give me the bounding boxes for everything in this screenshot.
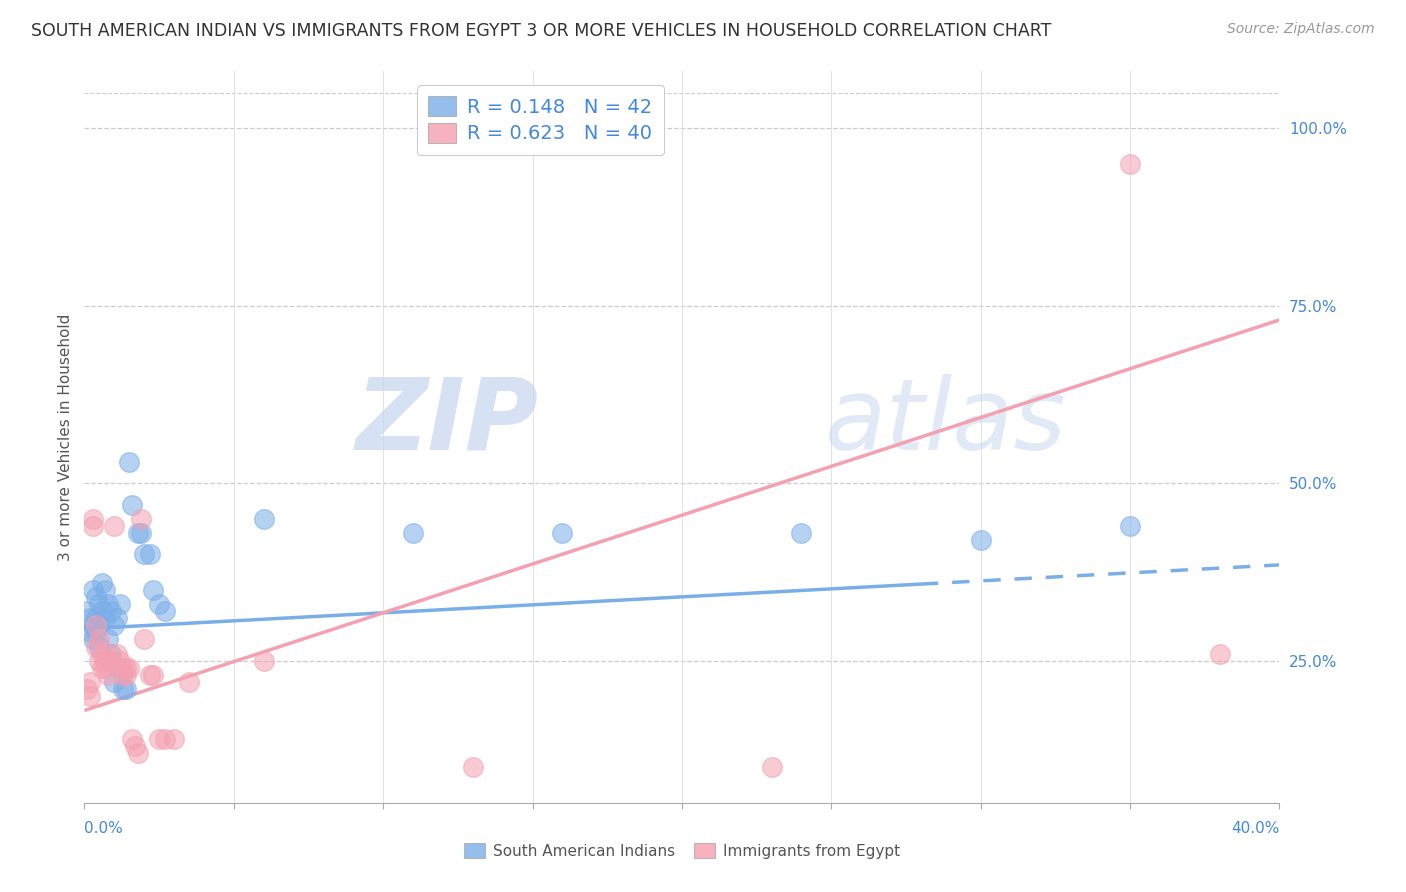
Point bbox=[89, 640, 111, 654]
Text: 40.0%: 40.0% bbox=[1232, 821, 1279, 836]
Point bbox=[97, 632, 120, 647]
Point bbox=[121, 731, 143, 746]
Point bbox=[177, 675, 200, 690]
Point bbox=[89, 654, 111, 668]
Point bbox=[142, 668, 165, 682]
Point bbox=[86, 640, 108, 654]
Point bbox=[82, 618, 104, 632]
Point bbox=[86, 590, 108, 604]
Point bbox=[89, 618, 111, 632]
Point bbox=[97, 597, 120, 611]
Point bbox=[86, 618, 108, 632]
Point bbox=[115, 682, 138, 697]
Point bbox=[97, 668, 120, 682]
Point bbox=[91, 647, 114, 661]
Point bbox=[103, 618, 125, 632]
Point bbox=[402, 525, 425, 540]
Point bbox=[110, 661, 132, 675]
Point bbox=[253, 512, 276, 526]
Point bbox=[139, 547, 162, 561]
Point bbox=[89, 632, 111, 647]
Point bbox=[82, 632, 104, 647]
Point bbox=[100, 604, 122, 618]
Point bbox=[118, 661, 141, 675]
Point bbox=[94, 661, 117, 675]
Point bbox=[112, 668, 135, 682]
Point bbox=[253, 654, 276, 668]
Point bbox=[148, 731, 170, 746]
Point bbox=[82, 582, 104, 597]
Text: SOUTH AMERICAN INDIAN VS IMMIGRANTS FROM EGYPT 3 OR MORE VEHICLES IN HOUSEHOLD C: SOUTH AMERICAN INDIAN VS IMMIGRANTS FROM… bbox=[31, 22, 1052, 40]
Point bbox=[94, 611, 117, 625]
Point bbox=[103, 519, 125, 533]
Point bbox=[79, 690, 101, 704]
Point bbox=[97, 647, 120, 661]
Point bbox=[94, 654, 117, 668]
Point bbox=[129, 525, 152, 540]
Point bbox=[79, 675, 101, 690]
Text: atlas: atlas bbox=[825, 374, 1067, 471]
Point bbox=[82, 512, 104, 526]
Text: 0.0%: 0.0% bbox=[84, 821, 124, 836]
Point bbox=[115, 661, 138, 675]
Point bbox=[129, 512, 152, 526]
Point bbox=[1209, 647, 1232, 661]
Point bbox=[91, 604, 114, 618]
Point bbox=[76, 604, 98, 618]
Point bbox=[79, 625, 101, 640]
Point bbox=[461, 760, 484, 774]
Point bbox=[127, 525, 149, 540]
Point bbox=[132, 547, 156, 561]
Point bbox=[112, 682, 135, 697]
Point bbox=[89, 597, 111, 611]
Point bbox=[112, 661, 135, 675]
Point bbox=[86, 611, 108, 625]
Legend: South American Indians, Immigrants from Egypt: South American Indians, Immigrants from … bbox=[458, 837, 905, 864]
Point bbox=[127, 746, 149, 760]
Point bbox=[100, 647, 122, 661]
Point bbox=[132, 632, 156, 647]
Point bbox=[761, 760, 783, 774]
Point bbox=[790, 525, 813, 540]
Point bbox=[153, 604, 176, 618]
Point bbox=[105, 611, 128, 625]
Point bbox=[105, 647, 128, 661]
Point bbox=[91, 661, 114, 675]
Point bbox=[100, 654, 122, 668]
Point bbox=[110, 654, 132, 668]
Point bbox=[163, 731, 186, 746]
Y-axis label: 3 or more Vehicles in Household: 3 or more Vehicles in Household bbox=[58, 313, 73, 561]
Point bbox=[115, 668, 138, 682]
Point bbox=[121, 498, 143, 512]
Point bbox=[103, 675, 125, 690]
Text: ZIP: ZIP bbox=[356, 374, 538, 471]
Point bbox=[91, 575, 114, 590]
Point bbox=[82, 519, 104, 533]
Point bbox=[1119, 519, 1142, 533]
Point bbox=[94, 582, 117, 597]
Point bbox=[148, 597, 170, 611]
Text: Source: ZipAtlas.com: Source: ZipAtlas.com bbox=[1227, 22, 1375, 37]
Point bbox=[76, 682, 98, 697]
Point bbox=[139, 668, 162, 682]
Point bbox=[970, 533, 993, 547]
Point bbox=[551, 525, 574, 540]
Point bbox=[118, 455, 141, 469]
Point bbox=[124, 739, 146, 753]
Point bbox=[1119, 156, 1142, 170]
Point bbox=[153, 731, 176, 746]
Point bbox=[86, 625, 108, 640]
Point bbox=[79, 611, 101, 625]
Point bbox=[110, 597, 132, 611]
Point bbox=[142, 582, 165, 597]
